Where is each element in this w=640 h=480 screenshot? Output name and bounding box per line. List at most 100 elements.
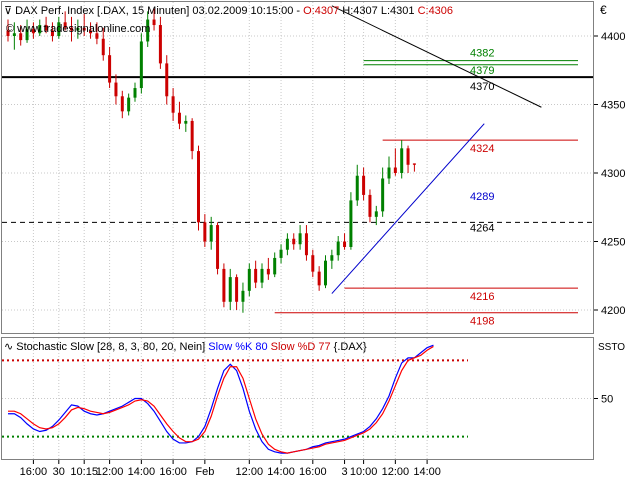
candle-body: [241, 290, 245, 302]
price-tick-label: 4250: [601, 237, 625, 249]
candle-body: [25, 29, 29, 41]
slow-k-legend: Slow %K 80: [208, 341, 267, 353]
candle-body: [406, 148, 410, 165]
candle-body: [95, 33, 99, 39]
candle-body: [44, 25, 48, 31]
candle-body: [368, 194, 372, 217]
candle-body: [70, 27, 73, 31]
price-level-label: 4264: [470, 222, 494, 234]
price-level-label: 4198: [470, 316, 494, 328]
candle-body: [330, 255, 334, 261]
price-level-labels: 4382 4379 4370 4324 4289 4264 4216 4198: [470, 48, 494, 328]
candle-body: [247, 268, 251, 291]
candle-body: [114, 82, 118, 97]
candle-body: [171, 96, 175, 113]
time-tick-label: 16:00: [299, 466, 327, 478]
stoch-tick-label: 50: [601, 394, 613, 406]
candle-body: [19, 33, 23, 41]
price-tick-label: 4350: [601, 100, 625, 112]
high-value: H:4307: [342, 5, 377, 17]
candle-body: [355, 175, 359, 201]
candle-body: [203, 222, 207, 242]
candle-body: [108, 55, 112, 83]
trendlines: [331, 5, 542, 294]
price-level-label: 4382: [470, 48, 494, 60]
price-level-label: 4370: [470, 81, 494, 93]
stochastic-axis: 50: [594, 394, 613, 406]
time-tick-label: 12:00: [236, 466, 264, 478]
time-tick-label: 14:00: [128, 466, 156, 478]
candle-body: [279, 249, 283, 258]
candle-body: [304, 233, 308, 256]
candle-body: [158, 25, 162, 64]
time-tick-label: 10:15: [70, 466, 98, 478]
candle-body: [101, 38, 105, 56]
candle-body: [336, 241, 340, 256]
price-level-label: 4216: [470, 291, 494, 303]
time-tick-label: 12:00: [96, 466, 124, 478]
candle-body: [254, 268, 258, 283]
candle-body: [317, 271, 321, 286]
time-tick-label: 12:00: [382, 466, 410, 478]
candle-body: [273, 257, 277, 275]
time-tick-label: 30: [53, 466, 65, 478]
candle-body: [298, 233, 302, 245]
stochastic-name: Stochastic Slow [28, 8, 3, 80, 20, Nein]: [16, 341, 205, 353]
price-level-label: 4289: [470, 191, 494, 203]
slow-k-line: [8, 344, 434, 454]
candle-body: [184, 120, 188, 124]
candle-body: [349, 200, 353, 247]
candle-body: [266, 268, 270, 275]
candle-body: [393, 167, 397, 173]
candle-body: [412, 163, 416, 165]
candle-body: [197, 151, 200, 223]
candle-body: [235, 277, 239, 302]
candle-body: [362, 175, 366, 195]
candle-body: [50, 30, 54, 36]
candle-body: [216, 225, 220, 269]
time-tick-label: 16:00: [20, 466, 48, 478]
candle-body: [324, 260, 327, 286]
candle-body: [6, 30, 10, 36]
candle-body: [228, 277, 232, 302]
price-level-label: 4379: [470, 65, 494, 77]
candle-body: [260, 268, 264, 283]
candle-body: [12, 33, 16, 36]
candle-body: [311, 255, 315, 272]
candle-body: [343, 241, 347, 247]
low-value: L:4301: [381, 5, 415, 17]
time-tick-label: 16:00: [159, 466, 187, 478]
candle-body: [146, 19, 150, 42]
candle-body: [374, 211, 378, 217]
currency-symbol: €: [600, 3, 607, 17]
slow-d-line: [8, 345, 434, 454]
candle-body: [63, 22, 67, 28]
candle-body: [57, 22, 61, 36]
trendline: [331, 5, 542, 108]
price-axis: 4200 4250 4300 4350 4400: [594, 31, 625, 317]
header-line: ⊽ DAX Perf. Index [.DAX, 15 Minuten] 03.…: [4, 5, 453, 17]
price-tick-label: 4400: [601, 31, 625, 43]
price-panel-frame: [1, 1, 594, 334]
candle-body: [38, 25, 42, 34]
open-value: O:4307: [303, 5, 339, 17]
candle-body: [89, 30, 93, 34]
candle-body: [209, 225, 213, 242]
time-tick-label: 3: [341, 466, 347, 478]
candle-body: [82, 27, 86, 31]
candle-body: [165, 63, 169, 97]
time-tick-label: Feb: [195, 466, 214, 478]
candle-body: [120, 96, 124, 112]
candle-body: [190, 120, 194, 152]
candlesticks: [6, 8, 416, 313]
stochastic-lines: [8, 344, 434, 454]
stochastic-header: ∿ Stochastic Slow [28, 8, 3, 80, 20, Nei…: [4, 341, 367, 353]
candle-body: [292, 238, 296, 245]
candle-body: [127, 97, 131, 112]
time-tick-label: 10:00: [350, 466, 378, 478]
trendline: [331, 123, 485, 294]
candle-body: [381, 178, 385, 212]
